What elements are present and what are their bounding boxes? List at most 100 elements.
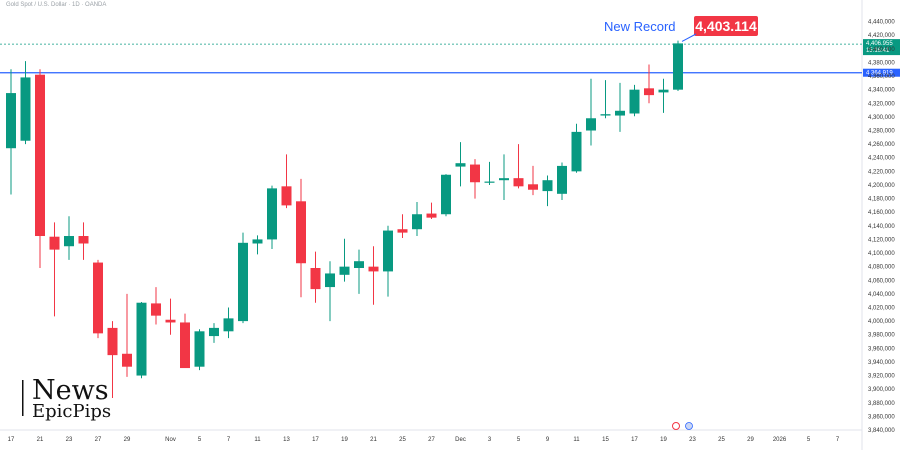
x-tick-label: 2026	[773, 437, 787, 443]
candle	[368, 246, 379, 305]
x-tick-label: 21	[370, 437, 377, 443]
new-record-annotation: New Record	[604, 19, 676, 34]
candle-body	[310, 268, 321, 290]
candle-body	[107, 327, 118, 356]
y-axis: 3,840,000 3,860,000 3,880,000 3,900,000 3,92…	[868, 20, 895, 434]
candle	[49, 222, 60, 317]
candle-body	[629, 89, 640, 114]
candle	[93, 259, 103, 339]
candle-body	[354, 261, 364, 269]
candle	[557, 162, 567, 200]
current-price-tag	[863, 39, 900, 56]
x-tick-label: 25	[399, 437, 406, 443]
y-tick-label: 4,000,000	[868, 319, 895, 325]
x-tick-label: 7	[836, 437, 840, 443]
y-tick-label: 4,100,000	[868, 251, 895, 257]
candle-body	[658, 89, 669, 93]
candle	[296, 178, 306, 298]
candle	[281, 154, 292, 209]
candle	[354, 249, 364, 294]
candle	[441, 174, 451, 217]
candle-body	[325, 273, 335, 288]
y-tick-label: 3,860,000	[868, 414, 895, 420]
watermark-news: News	[32, 375, 109, 406]
candle	[310, 251, 321, 303]
y-tick-label: 4,340,000	[868, 88, 895, 94]
y-tick-label: 4,260,000	[868, 142, 895, 148]
y-tick-label: 4,080,000	[868, 265, 895, 271]
y-tick-label: 4,180,000	[868, 197, 895, 203]
candle	[586, 78, 596, 146]
candle-body	[78, 236, 89, 244]
candle-body	[557, 165, 567, 194]
candle	[615, 82, 625, 132]
candle	[629, 84, 640, 117]
y-tick-label: 4,140,000	[868, 224, 895, 230]
candle-body	[412, 214, 422, 230]
candle-body	[151, 303, 161, 316]
current-price-label: 4,406.955	[866, 41, 893, 47]
candle	[484, 161, 495, 185]
x-tick-label: 13	[283, 437, 290, 443]
candle	[107, 321, 118, 399]
watermark-epicpips: EpicPips	[32, 401, 111, 422]
flag-icon[interactable]	[685, 422, 693, 430]
candle	[412, 201, 422, 237]
y-tick-label: 3,920,000	[868, 374, 895, 380]
candle	[339, 238, 350, 282]
candle-body	[368, 266, 379, 272]
candle-body	[209, 327, 219, 337]
candle	[325, 261, 335, 322]
y-tick-label: 4,020,000	[868, 305, 895, 311]
candle	[35, 69, 45, 269]
candle-body	[644, 88, 654, 96]
candle-body	[397, 229, 408, 233]
candle-body	[484, 181, 495, 183]
y-tick-label: 4,360,000	[868, 74, 895, 80]
candle-body	[470, 164, 480, 183]
countdown-label: 15:16:41	[866, 48, 890, 54]
candle	[455, 142, 466, 187]
candle	[122, 293, 132, 377]
candle	[571, 123, 582, 173]
candle-body	[49, 236, 60, 250]
x-tick-label: 15	[602, 437, 609, 443]
candle-body	[426, 213, 437, 218]
y-tick-label: 3,980,000	[868, 333, 895, 339]
x-tick-label: Nov	[165, 437, 176, 443]
candle-body	[165, 319, 176, 323]
candle-body	[267, 188, 277, 240]
candle-body	[93, 262, 103, 334]
record-badge	[694, 16, 758, 36]
y-tick-label: 4,060,000	[868, 278, 895, 284]
watermark: News EpicPips	[22, 375, 111, 422]
x-tick-label: 17	[8, 437, 15, 443]
y-tick-label: 4,280,000	[868, 129, 895, 135]
candles	[6, 40, 683, 399]
candle-body	[194, 331, 205, 367]
candle-body	[499, 178, 509, 181]
symbol-header: Gold Spot / U.S. Dollar · 1D · OANDA	[6, 2, 106, 8]
candle-body	[6, 93, 16, 149]
x-tick-label: 17	[631, 437, 638, 443]
event-icon[interactable]	[672, 422, 680, 430]
x-tick-label: 11	[254, 437, 261, 443]
candle-body	[296, 201, 306, 264]
y-tick-label: 4,200,000	[868, 183, 895, 189]
candle	[64, 216, 74, 260]
candle	[223, 307, 234, 339]
x-tick-label: 21	[37, 437, 44, 443]
candle	[20, 61, 31, 145]
y-tick-label: 3,940,000	[868, 360, 895, 366]
x-tick-label: 5	[198, 437, 202, 443]
candle-body	[281, 186, 292, 206]
candle	[658, 78, 669, 113]
candle-body	[339, 266, 350, 275]
y-tick-label: 4,440,000	[868, 20, 895, 26]
candle	[513, 144, 524, 189]
watermark-bar	[22, 380, 24, 416]
y-tick-label: 4,300,000	[868, 115, 895, 121]
candle-body	[35, 74, 45, 237]
